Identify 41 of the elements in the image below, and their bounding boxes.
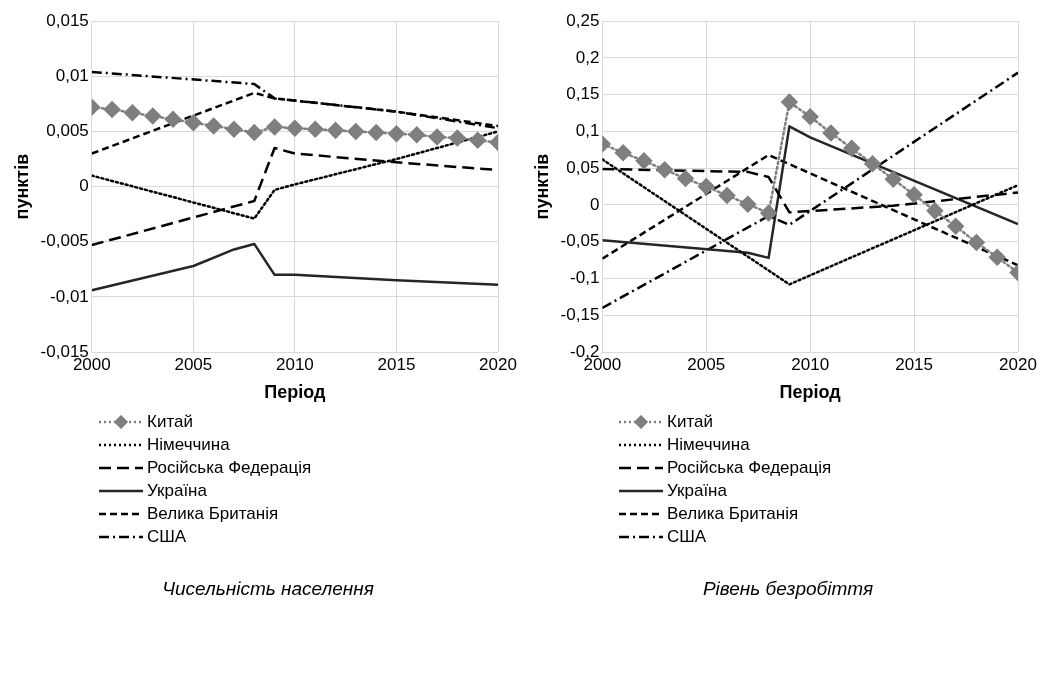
x-tick-label: 2020 xyxy=(479,354,517,374)
y-tick-label: 0,2 xyxy=(575,47,600,67)
y-tick-label: 0 xyxy=(79,176,89,196)
y-axis-title: пунктів xyxy=(11,153,32,220)
x-tick-label: 2020 xyxy=(999,354,1037,374)
legend-label: Китай xyxy=(147,411,193,432)
y-tick-label: -0,01 xyxy=(50,286,89,306)
y-tick-label: -0,15 xyxy=(560,304,600,324)
x-axis-title: Період xyxy=(779,382,842,403)
y-tick-label: 0,05 xyxy=(566,157,600,177)
legend-label: Китай xyxy=(667,411,713,432)
y-tick-label: 0,1 xyxy=(575,121,600,141)
legend-label: Велика Британія xyxy=(147,503,279,524)
x-tick-label: 2015 xyxy=(377,354,416,374)
legend-label: Російська Федерація xyxy=(147,457,312,478)
y-tick-label: -0,1 xyxy=(570,268,600,288)
y-tick-label: 0,015 xyxy=(46,10,89,30)
y-tick-label: 0,005 xyxy=(46,121,89,141)
y-tick-label: 0,15 xyxy=(566,84,600,104)
y-tick-label: 0,25 xyxy=(566,10,600,30)
x-tick-label: 2010 xyxy=(791,354,830,374)
y-tick-label: 0,01 xyxy=(55,66,89,86)
legend-label: Велика Британія xyxy=(667,503,799,524)
x-axis-title: Період xyxy=(264,382,327,403)
y-tick-label: 0 xyxy=(589,194,600,214)
x-tick-label: 2010 xyxy=(275,354,314,374)
text: Рівень безробіття xyxy=(701,578,875,600)
legend-label: США xyxy=(147,526,187,547)
y-tick-label: -0,05 xyxy=(560,231,600,251)
legend-label: Німеччина xyxy=(667,434,750,455)
y-tick-label: -0,005 xyxy=(40,231,89,251)
legend-label: США xyxy=(667,526,707,547)
text: Чисельність населення xyxy=(161,578,375,600)
legend-label: Україна xyxy=(667,480,727,501)
x-tick-label: 2015 xyxy=(895,354,933,374)
legend-label: Російська Федерація xyxy=(667,457,832,478)
x-tick-label: 2005 xyxy=(687,354,726,374)
legend-label: Україна xyxy=(147,480,207,501)
legend-label: Німеччина xyxy=(147,434,230,455)
x-tick-label: 2005 xyxy=(174,354,213,374)
y-axis-title: пунктів xyxy=(531,153,552,220)
